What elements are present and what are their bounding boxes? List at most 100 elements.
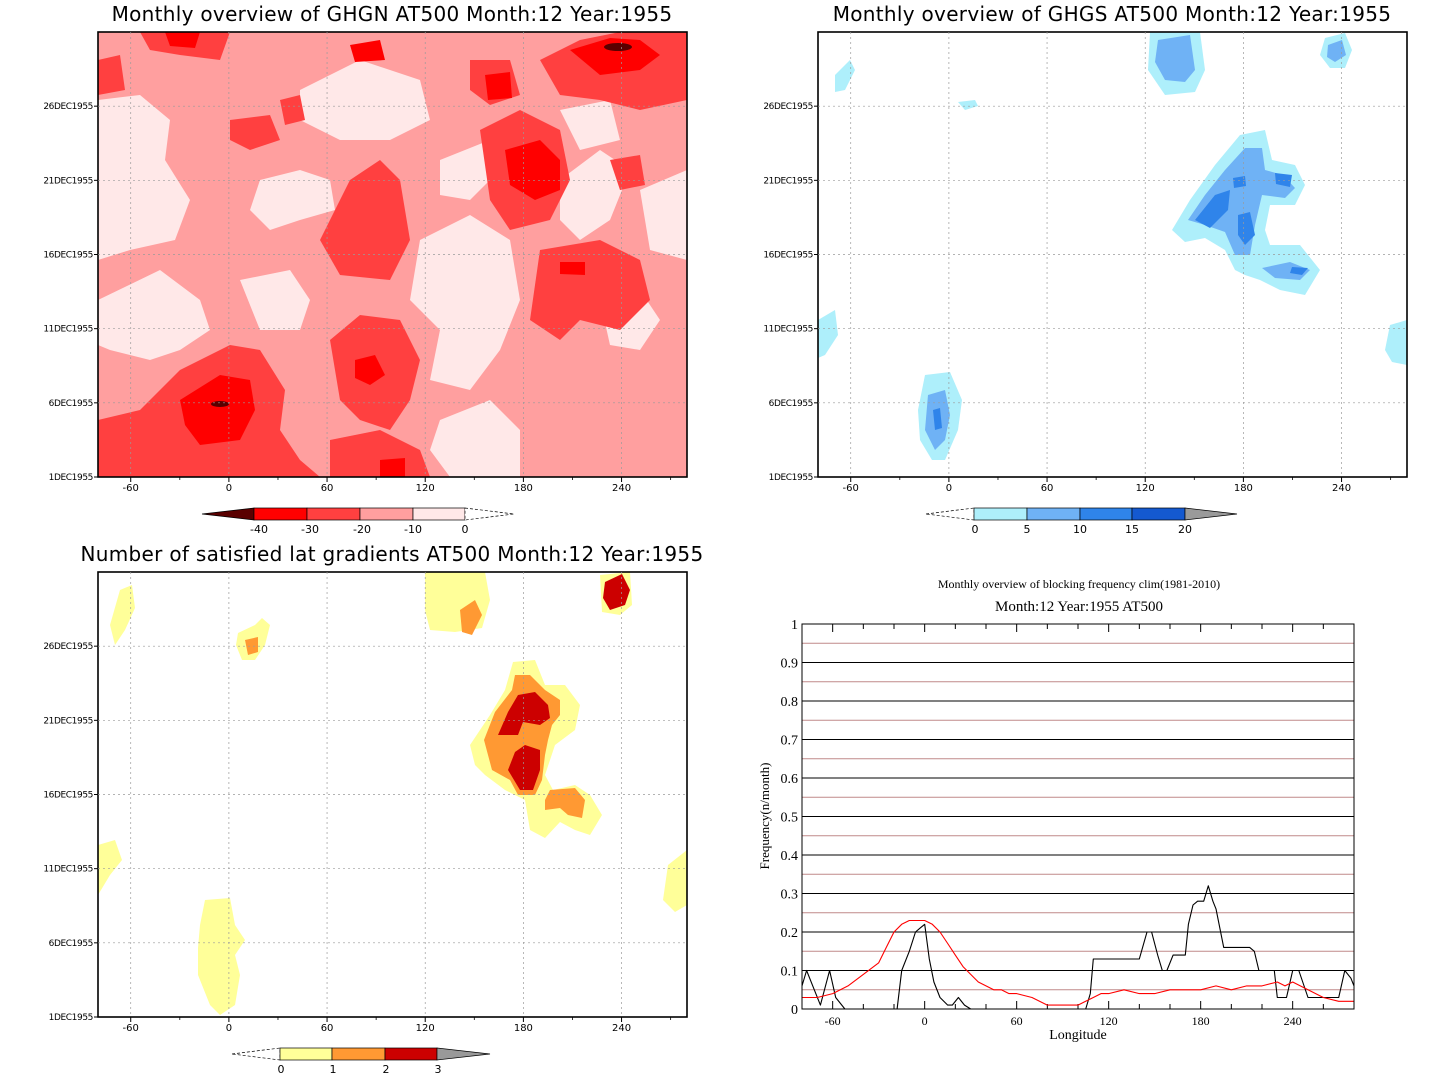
freq-y-tick-label: 0.5: [781, 811, 799, 826]
x-tick-label: 0: [946, 483, 952, 494]
freq-y-tick-label: 0.7: [781, 734, 799, 749]
freq-x-tick-label: 180: [1192, 1014, 1210, 1028]
ghgs-panel: Monthly overview of GHGS AT500 Month:12 …: [763, 2, 1408, 536]
ghgn-y-ticks: 1DEC1955 6DEC1955 11DEC1955 16DEC1955 21DEC1…: [43, 102, 98, 483]
y-tick-label: 6DEC1955: [49, 399, 93, 409]
freq-y-tick-label: 0.4: [781, 849, 799, 864]
x-tick-label: 180: [514, 483, 533, 494]
lat-colorbar-label: 2: [383, 1063, 390, 1076]
freq-x-tick-label: 0: [922, 1014, 928, 1028]
lat-level3-areas: [498, 574, 630, 790]
freq-y-tick-label: 0.8: [781, 695, 799, 710]
lat-colorbar-swatch: [331, 1047, 386, 1061]
freq-series: [801, 885, 1355, 1010]
x-tick-label: 60: [321, 483, 334, 494]
ghgn-colorbar-swatch: [412, 507, 466, 521]
ghgs-title: Monthly overview of GHGS AT500 Month:12 …: [833, 2, 1392, 26]
ghgn-colorbar-swatch: [359, 507, 414, 521]
freq-ylabel: Frequency(n/month): [757, 763, 772, 870]
ghgn-colorbar-max-triangle: [464, 507, 515, 521]
ghgn-colorbar-label: -40: [250, 523, 268, 536]
freq-x-tick-label: 60: [1011, 1014, 1023, 1028]
freq-panel: Monthly overview of blocking frequency c…: [757, 577, 1355, 1043]
ghgn-x-ticks: -60 0 60 120 180 240: [123, 477, 672, 494]
y-tick-label: 1DEC1955: [49, 1013, 93, 1023]
ghgs-colorbar-min-triangle: [925, 507, 975, 521]
freq-y-tick-label: 0: [791, 1003, 798, 1018]
lat-colorbar: 0 1 2 3: [231, 1047, 491, 1076]
ghgn-strong-areas: [165, 32, 660, 477]
ghgs-colorbar-label: 5: [1024, 523, 1031, 536]
y-tick-label: 26DEC1955: [43, 642, 93, 652]
x-tick-label: -60: [123, 483, 139, 494]
x-tick-label: 120: [1136, 483, 1155, 494]
ghgs-colorbar-swatch: [1131, 507, 1186, 521]
ghgn-colorbar-label: -30: [301, 523, 319, 536]
x-tick-label: 240: [612, 483, 631, 494]
ghgn-colorbar-swatch: [253, 507, 308, 521]
freq-title: Monthly overview of blocking frequency c…: [938, 577, 1220, 591]
lat-colorbar-swatch: [279, 1047, 333, 1061]
lat-title: Number of satisfied lat gradients AT500 …: [81, 542, 704, 566]
ghgs-colorbar-swatch: [1026, 507, 1081, 521]
y-tick-label: 6DEC1955: [49, 939, 93, 949]
ghgn-panel: Monthly overview of GHGN AT500 Month:12 …: [43, 2, 688, 536]
freq-y-tick-label: 1: [791, 618, 798, 633]
ghgs-colorbar-label: 20: [1178, 523, 1192, 536]
freq-xlabel: Longitude: [1049, 1028, 1107, 1043]
y-tick-label: 16DEC1955: [43, 791, 93, 801]
freq-frame: [801, 623, 1355, 1010]
lat-colorbar-min-triangle: [231, 1047, 281, 1061]
ghgn-colorbar-label: 0: [462, 523, 469, 536]
ghgs-colorbar-label: 10: [1073, 523, 1087, 536]
x-tick-label: -60: [123, 1023, 139, 1034]
x-tick-label: -60: [843, 483, 859, 494]
x-tick-label: 240: [1332, 483, 1351, 494]
x-tick-label: 240: [612, 1023, 631, 1034]
y-tick-label: 6DEC1955: [769, 399, 813, 409]
lat-colorbar-label: 1: [330, 1063, 337, 1076]
y-tick-label: 11DEC1955: [763, 325, 813, 335]
ghgn-colorbar-min-triangle: [201, 507, 255, 521]
ghgs-colorbar-swatch: [973, 507, 1028, 521]
y-tick-label: 26DEC1955: [763, 102, 813, 112]
y-tick-label: 26DEC1955: [43, 102, 93, 112]
y-tick-label: 21DEC1955: [43, 176, 93, 186]
lat-colorbar-swatch: [384, 1047, 438, 1061]
freq-y-tick-label: 0.3: [781, 888, 799, 903]
ghgs-colorbar-max-triangle: [1184, 507, 1238, 521]
x-tick-label: 180: [514, 1023, 533, 1034]
x-tick-label: 120: [416, 1023, 435, 1034]
freq-y-tick-label: 0.1: [781, 965, 799, 980]
lat-colorbar-label: 0: [278, 1063, 285, 1076]
x-tick-label: 0: [226, 1023, 232, 1034]
x-tick-label: 0: [226, 483, 232, 494]
x-tick-label: 60: [1041, 483, 1054, 494]
freq-gridlines: [802, 642, 1354, 991]
ghgs-y-ticks: 1DEC1955 6DEC1955 11DEC1955 16DEC1955 21DEC1…: [763, 102, 818, 483]
ghgs-grid: [818, 32, 1407, 477]
y-tick-label: 1DEC1955: [769, 473, 813, 483]
y-tick-label: 16DEC1955: [43, 251, 93, 261]
x-tick-label: 60: [321, 1023, 334, 1034]
lat-colorbar-label: 3: [435, 1063, 442, 1076]
y-tick-label: 1DEC1955: [49, 473, 93, 483]
y-tick-label: 21DEC1955: [763, 176, 813, 186]
lat-grid: [98, 572, 687, 1017]
ghgn-colorbar-label: -20: [353, 523, 371, 536]
lat-panel: Number of satisfied lat gradients AT500 …: [43, 542, 703, 1076]
ghgn-colorbar-swatch: [306, 507, 361, 521]
freq-x-tick-label: 120: [1100, 1014, 1118, 1028]
ghgs-mid-areas: [925, 35, 1346, 450]
lat-colorbar-max-triangle: [436, 1047, 491, 1061]
ghgs-colorbar-label: 15: [1125, 523, 1139, 536]
ghgs-colorbar-swatch: [1079, 507, 1133, 521]
lat-y-ticks: 1DEC1955 6DEC1955 11DEC1955 16DEC1955 21DEC1…: [43, 642, 98, 1023]
ghgs-colorbar: 0 5 10 15 20: [925, 507, 1238, 536]
ghgn-colorbar: -40 -30 -20 -10 0: [201, 507, 515, 536]
ghgn-colorbar-label: -10: [404, 523, 422, 536]
x-tick-label: 120: [416, 483, 435, 494]
freq-series-climatology-line: [802, 919, 1354, 1006]
freq-x-tick-label: 240: [1284, 1014, 1302, 1028]
